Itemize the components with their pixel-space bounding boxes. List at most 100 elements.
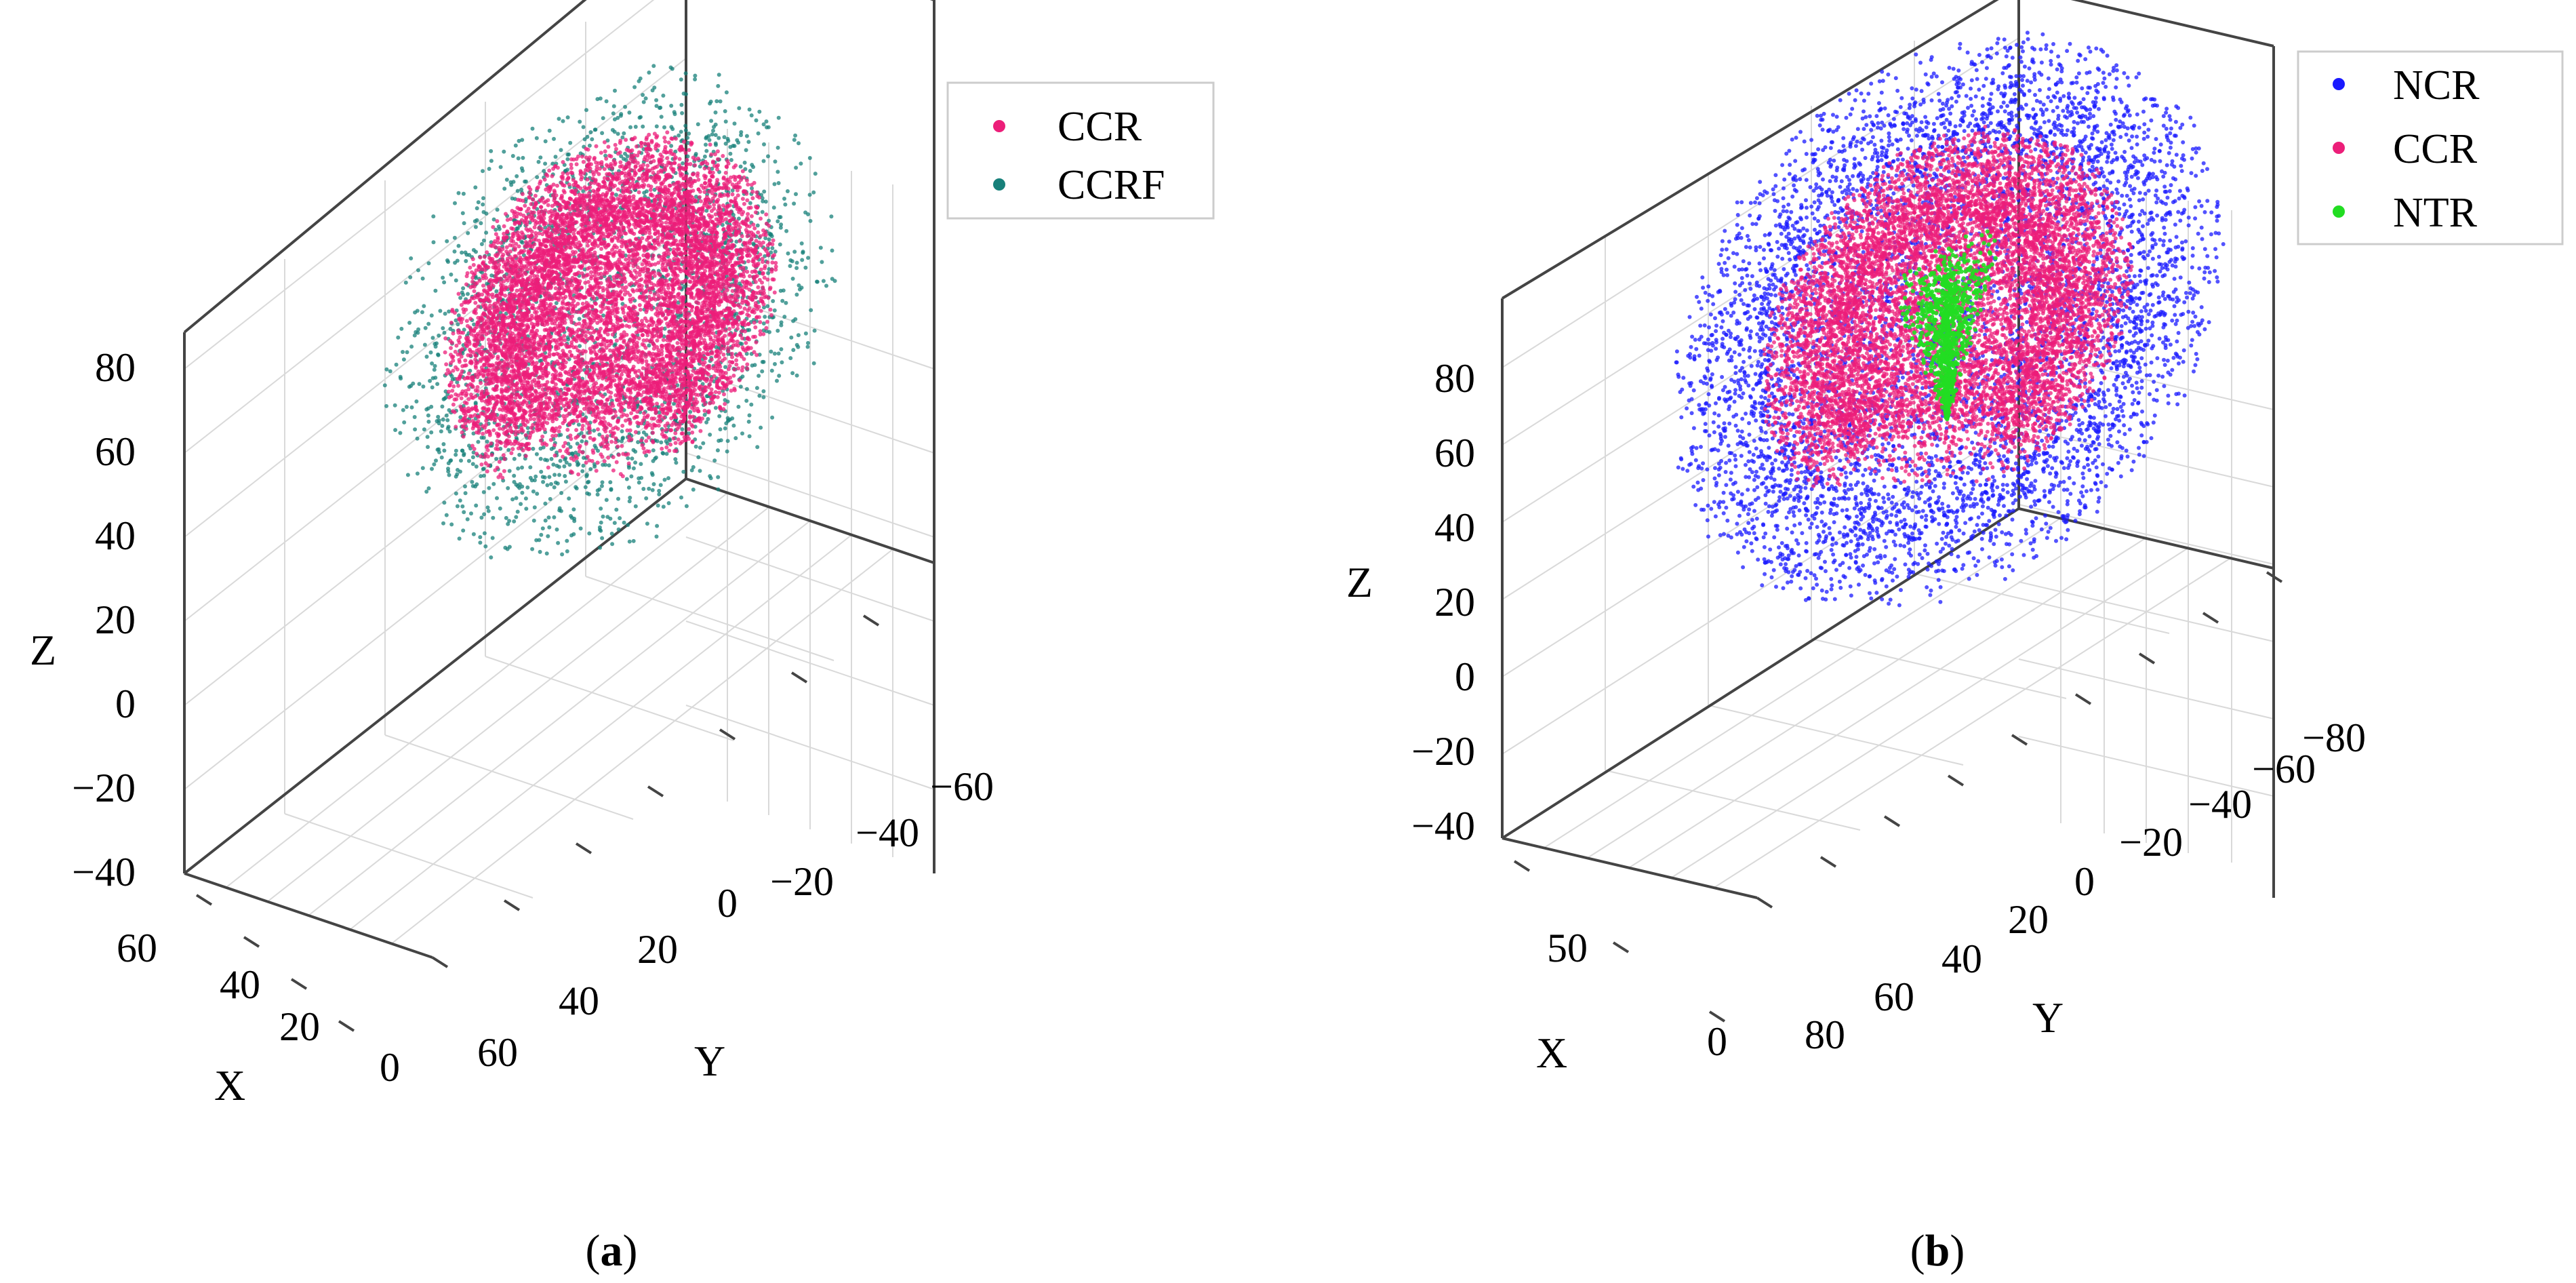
panel-a-point-ccrf [466, 517, 470, 521]
panel-a-point-ccrf [711, 129, 715, 133]
panel-a-frame [184, 0, 934, 958]
panel-a-point-ccrf [426, 445, 430, 449]
panel-a-point-ccrf [578, 344, 582, 348]
panel-a-point-ccrf [508, 469, 512, 473]
panel-a-point-ccrf [445, 258, 449, 262]
panel-a-point-ccrf [731, 144, 735, 148]
panel-a-point-ccrf [644, 96, 648, 100]
panel-a-point-ccrf [544, 519, 548, 523]
panel-a-point-ccrf [555, 528, 559, 532]
panel-a-point-ccrf [770, 369, 774, 373]
panel-a-point-ccrf [783, 203, 787, 207]
panel-a-point-ccrf [437, 418, 441, 422]
panel-a-point-ccrf [657, 492, 661, 496]
panel-a-point-ccrf [585, 135, 589, 139]
panel-a-point-ccrf [422, 304, 426, 308]
panel-a-point-ccrf [620, 439, 624, 443]
panel-a-point-ccrf [629, 475, 633, 479]
panel-a-point-ccrf [560, 553, 564, 557]
panel-a-point-ccrf [667, 501, 671, 505]
panel-a-point-ccrf [767, 330, 771, 334]
panel-a-point-ccrf [757, 132, 761, 136]
panel-a-point-ccrf [504, 516, 508, 520]
panel-a-point-ccrf [406, 473, 410, 477]
panel-a-point-ccrf [430, 313, 434, 317]
panel-a-point-ccrf [561, 119, 565, 123]
panel-a-point-ccrf [503, 546, 507, 550]
panel-a-point-ccrf [809, 219, 813, 223]
panel-a-point-ccrf [495, 496, 499, 500]
panel-a-point-ccrf [413, 427, 417, 431]
panel-a-point-ccrf [708, 138, 712, 142]
panel-a-point-ccrf [454, 475, 458, 479]
panel-a-point-ccrf [632, 467, 636, 471]
panel-a-point-ccr [561, 455, 565, 459]
panel-a-point-ccrf [445, 513, 449, 517]
panel-a-point-ccrf [800, 258, 804, 262]
panel-a-point-ccrf [708, 433, 712, 437]
panel-a-point-ccrf [571, 507, 576, 511]
panel-a-point-ccrf [808, 156, 812, 160]
panel-a-point-ccrf [539, 457, 543, 461]
panel-a-point-ccrf [577, 422, 581, 427]
panel-a-point-ccrf [674, 460, 678, 465]
panel-a-point-ccrf [782, 197, 786, 201]
panel-a-point-ccrf [471, 484, 475, 488]
panel-a-point-ccrf [657, 489, 661, 493]
panel-a-point-ccrf [717, 73, 721, 77]
panel-a-point-ccrf [482, 467, 486, 471]
panel-a-point-ccrf [405, 405, 409, 409]
panel-a-point-ccrf [416, 471, 420, 475]
panel-a-point-ccrf [727, 418, 731, 422]
panel-a-chart: 80 60 40 20 0 −20 −40 Z 60 40 20 0 X [30, 0, 1213, 1276]
panel-a-point-ccrf [680, 111, 684, 115]
panel-a-point-ccrf [651, 448, 656, 452]
panel-a-point-ccrf [442, 449, 446, 453]
panel-a-point-ccrf [820, 260, 824, 264]
panel-a-point-ccrf [541, 526, 545, 530]
panel-a-point-ccrf [723, 365, 727, 369]
panel-a-point-ccrf [613, 89, 617, 93]
panel-a-point-ccrf [669, 66, 673, 70]
panel-a-point-ccrf [533, 505, 537, 509]
panel-a-point-ccrf [694, 195, 698, 199]
panel-a-point-ccrf [761, 395, 765, 399]
panel-a-point-ccrf [462, 192, 466, 196]
panel-a-point-ccrf [726, 137, 730, 141]
panel-a-point-ccrf [512, 457, 517, 461]
panel-a-point-ccrf [443, 312, 447, 316]
panel-a-point-ccrf [416, 437, 420, 441]
panel-a-point-ccrf [696, 122, 700, 126]
panel-a-point-ccrf [726, 439, 730, 443]
panel-a-point-ccrf [616, 497, 620, 501]
panel-a-point-ccrf [679, 103, 683, 107]
panel-a-point-ccrf [765, 304, 769, 309]
panel-a-point-ccrf [538, 155, 542, 159]
panel-a-point-ccrf [388, 370, 393, 374]
panel-a-point-ccrf [642, 431, 646, 435]
panel-a-point-ccrf [794, 192, 798, 196]
panel-a-point-ccrf [471, 455, 475, 459]
panel-a-point-ccrf [407, 321, 411, 325]
panel-a-point-ccrf [549, 482, 553, 486]
panel-a-point-ccrf [642, 100, 646, 104]
panel-a-point-ccrf [434, 344, 438, 349]
panel-a-grid [184, 0, 934, 944]
panel-a-point-ccrf [463, 484, 467, 488]
panel-a-point-ccrf [423, 343, 427, 347]
panel-a-point-ccrf [519, 502, 523, 506]
panel-a-point-ccrf [728, 152, 732, 156]
panel-a-point-ccrf [446, 469, 450, 473]
panel-a-point-ccrf [462, 452, 466, 456]
panel-a-point-ccrf [777, 116, 781, 120]
panel-a-point-ccrf [776, 219, 780, 223]
panel-a-point-ccrf [587, 492, 591, 496]
panel-a-point-ccrf [739, 130, 743, 134]
panel-a-point-ccrf [440, 405, 444, 409]
panel-a-point-ccrf [532, 519, 536, 523]
panel-a-point-ccrf [791, 348, 795, 352]
panel-a-point-ccrf [755, 386, 759, 390]
panel-a-point-ccrf [429, 431, 433, 435]
panel-a-point-ccrf [784, 229, 788, 233]
panel-a-point-ccrf [651, 488, 655, 492]
